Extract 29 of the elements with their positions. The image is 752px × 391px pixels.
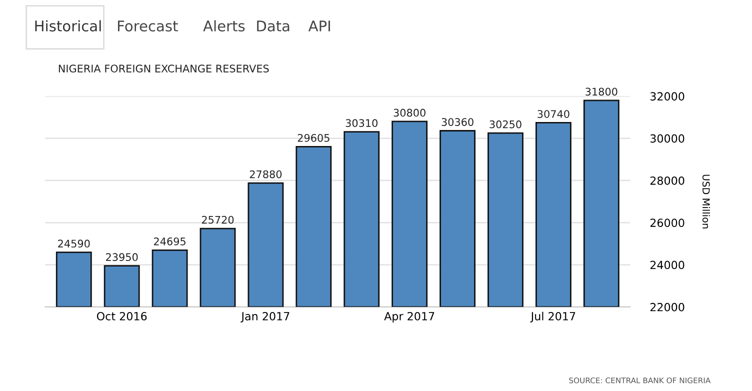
y-tick-label: 30000 xyxy=(650,134,684,143)
data-label: 25720 xyxy=(202,216,234,224)
data-label: 31800 xyxy=(586,88,618,96)
y-tick-label: 28000 xyxy=(650,176,684,185)
text: Historical xyxy=(35,20,101,32)
x-tick-label: Jan 2017 xyxy=(240,312,290,322)
x-tick-label: Apr 2017 xyxy=(384,312,434,323)
data-label: 30800 xyxy=(394,108,426,117)
text: Alerts xyxy=(203,20,245,32)
x-tick-label: Jul 2017 xyxy=(530,312,576,322)
text: API xyxy=(308,20,330,32)
text: Data xyxy=(257,20,290,32)
data-label: 30360 xyxy=(442,118,474,126)
y-tick-label: 24000 xyxy=(650,260,684,270)
data-label: 23950 xyxy=(106,253,138,262)
text: Forecast xyxy=(118,20,178,32)
y-axis-title: USD Million xyxy=(702,174,710,228)
data-label: 27880 xyxy=(250,170,282,178)
x-tick-label: Oct 2016 xyxy=(96,312,147,320)
data-label: 30740 xyxy=(538,110,570,118)
data-label: 24695 xyxy=(154,237,186,246)
y-tick-label: 32000 xyxy=(650,92,684,101)
data-label: 24590 xyxy=(58,240,90,248)
chart-title: NIGERIA FOREIGN EXCHANGE RESERVES xyxy=(58,64,269,72)
data-label: 30250 xyxy=(490,120,522,128)
y-tick-label: 26000 xyxy=(650,218,684,228)
y-tick-label: 22000 xyxy=(650,302,684,312)
data-label: 30310 xyxy=(346,119,378,128)
data-label: 29605 xyxy=(298,134,330,142)
